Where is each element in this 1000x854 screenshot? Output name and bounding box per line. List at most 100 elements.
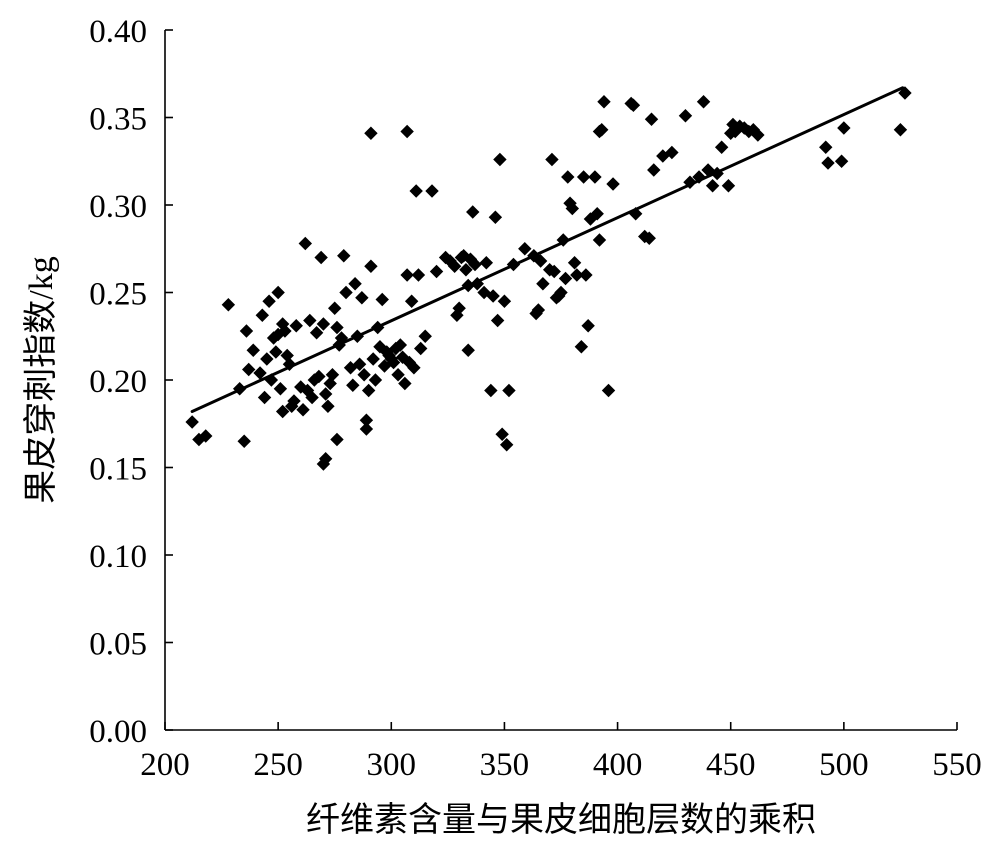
y-tick-label: 0.35 xyxy=(89,102,147,138)
data-point xyxy=(330,320,344,335)
data-point xyxy=(357,368,371,382)
data-point xyxy=(574,340,589,354)
data-point xyxy=(592,233,607,247)
data-point xyxy=(642,231,656,245)
data-point xyxy=(579,268,593,282)
data-point xyxy=(488,210,503,224)
data-point xyxy=(316,457,331,471)
data-point xyxy=(495,427,509,441)
data-point xyxy=(502,383,516,398)
data-point xyxy=(493,152,507,167)
data-point xyxy=(479,256,494,270)
data-point xyxy=(375,292,389,307)
data-point xyxy=(271,285,285,300)
data-point xyxy=(588,170,602,184)
data-point xyxy=(287,394,301,408)
data-point xyxy=(429,264,444,279)
data-point xyxy=(545,152,559,167)
data-point xyxy=(352,357,367,371)
data-point xyxy=(647,163,661,177)
x-axis-title: 纤维素含量与果皮细胞层数的乘积 xyxy=(306,801,816,839)
data-point xyxy=(714,140,729,154)
data-point xyxy=(260,352,274,366)
y-tick-label: 0.05 xyxy=(89,627,147,663)
data-point xyxy=(404,294,419,308)
data-point xyxy=(418,329,432,343)
data-point xyxy=(221,298,236,312)
data-point xyxy=(269,345,283,359)
data-point xyxy=(819,140,833,154)
data-point xyxy=(199,429,213,443)
data-point xyxy=(339,285,353,300)
data-point xyxy=(705,179,720,193)
data-point xyxy=(273,382,288,396)
data-point xyxy=(751,128,765,142)
x-tick-label: 450 xyxy=(706,747,756,783)
data-point xyxy=(312,369,326,384)
data-point xyxy=(678,109,693,123)
y-axis-title: 果皮穿刺指数/kg xyxy=(22,256,60,503)
data-point xyxy=(490,313,505,328)
data-point xyxy=(486,289,500,303)
x-tick-label: 200 xyxy=(140,747,190,783)
data-point xyxy=(893,123,908,137)
data-point xyxy=(239,324,254,338)
data-point xyxy=(554,285,568,300)
data-point xyxy=(425,184,439,198)
data-point xyxy=(565,201,580,216)
data-point xyxy=(321,399,335,413)
data-point xyxy=(364,126,378,140)
data-point xyxy=(346,378,360,392)
data-point xyxy=(366,352,380,366)
data-point xyxy=(318,387,333,401)
data-point xyxy=(316,317,331,331)
x-tick-label: 400 xyxy=(593,747,643,783)
data-point xyxy=(393,338,408,352)
data-point xyxy=(411,268,426,282)
data-point xyxy=(461,343,475,357)
data-point xyxy=(696,95,711,109)
x-tick-label: 250 xyxy=(253,747,303,783)
data-point xyxy=(518,242,532,256)
data-point xyxy=(567,256,582,270)
data-point xyxy=(400,268,414,282)
data-point xyxy=(328,301,342,315)
data-point xyxy=(626,98,641,112)
y-tick-label: 0.20 xyxy=(89,364,147,400)
data-point xyxy=(558,271,573,286)
data-point xyxy=(391,368,405,382)
data-point xyxy=(531,303,546,317)
data-point xyxy=(576,170,591,184)
x-tick-label: 300 xyxy=(367,747,417,783)
data-point xyxy=(581,319,595,333)
trendline xyxy=(190,86,905,413)
data-point xyxy=(590,207,604,221)
data-point xyxy=(570,268,584,282)
data-point xyxy=(289,319,303,333)
data-point xyxy=(185,415,199,429)
data-point xyxy=(246,343,260,357)
data-point xyxy=(459,263,473,277)
data-point xyxy=(665,145,679,160)
y-tick-label: 0.30 xyxy=(89,189,147,225)
data-point xyxy=(262,294,276,308)
x-tick-label: 500 xyxy=(819,747,869,783)
data-point xyxy=(305,390,319,405)
data-point xyxy=(364,259,378,273)
y-tick-label: 0.40 xyxy=(89,14,147,50)
data-point xyxy=(597,95,611,109)
data-point xyxy=(834,154,849,168)
data-point xyxy=(242,362,256,377)
data-point xyxy=(386,355,401,370)
data-point xyxy=(536,277,550,291)
data-point xyxy=(361,383,376,398)
data-point xyxy=(303,313,317,328)
data-point xyxy=(595,123,609,137)
data-point xyxy=(547,264,561,279)
data-point xyxy=(561,170,575,184)
data-point xyxy=(466,205,480,219)
data-point xyxy=(484,383,498,398)
data-point xyxy=(413,341,428,356)
data-point xyxy=(821,156,835,170)
